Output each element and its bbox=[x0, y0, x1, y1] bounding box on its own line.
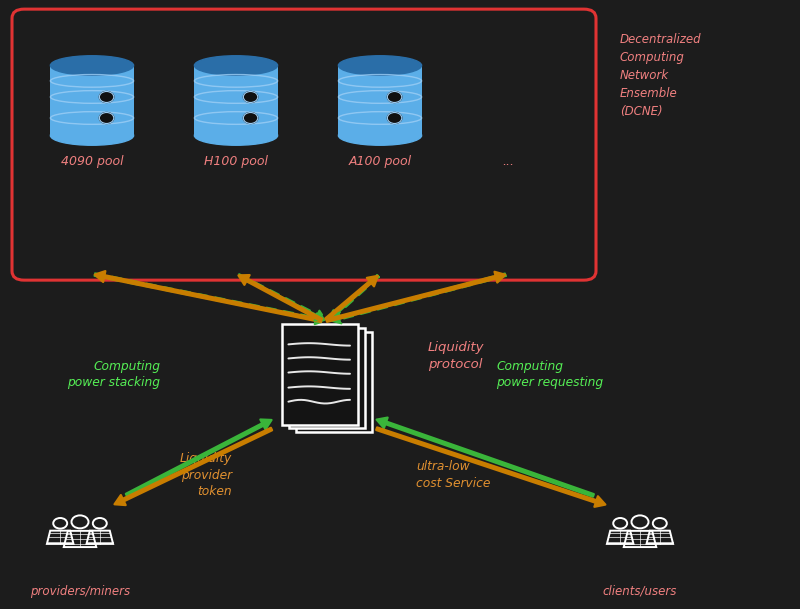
Circle shape bbox=[99, 91, 114, 102]
Text: clients/users: clients/users bbox=[603, 585, 677, 597]
FancyArrowPatch shape bbox=[94, 273, 326, 324]
Text: A100 pool: A100 pool bbox=[349, 155, 411, 168]
FancyArrowPatch shape bbox=[330, 273, 506, 323]
Text: Computing
power requesting: Computing power requesting bbox=[496, 360, 603, 389]
Text: providers/miners: providers/miners bbox=[30, 585, 130, 597]
FancyArrowPatch shape bbox=[330, 275, 379, 319]
Text: Liquidity
protocol: Liquidity protocol bbox=[428, 341, 485, 371]
Text: ...: ... bbox=[502, 155, 514, 168]
FancyArrowPatch shape bbox=[376, 428, 606, 507]
Circle shape bbox=[387, 91, 402, 102]
Ellipse shape bbox=[338, 55, 422, 76]
FancyArrowPatch shape bbox=[377, 418, 594, 497]
FancyArrowPatch shape bbox=[326, 276, 378, 320]
Ellipse shape bbox=[338, 126, 422, 145]
Bar bbox=[194, 65, 278, 136]
Bar bbox=[290, 328, 366, 429]
FancyArrowPatch shape bbox=[114, 428, 272, 505]
FancyArrowPatch shape bbox=[94, 271, 322, 322]
Text: Computing
power stacking: Computing power stacking bbox=[67, 360, 160, 389]
FancyArrowPatch shape bbox=[238, 275, 322, 321]
Circle shape bbox=[99, 113, 114, 124]
Ellipse shape bbox=[194, 55, 278, 76]
Text: Decentralized
Computing
Network
Ensemble
(DCNE): Decentralized Computing Network Ensemble… bbox=[620, 33, 702, 119]
Text: H100 pool: H100 pool bbox=[204, 155, 268, 168]
Text: Liquidity
provider
token: Liquidity provider token bbox=[180, 452, 232, 498]
Circle shape bbox=[387, 113, 402, 124]
Circle shape bbox=[243, 91, 258, 102]
Text: ultra-low
cost Service: ultra-low cost Service bbox=[416, 460, 490, 490]
FancyArrowPatch shape bbox=[326, 272, 506, 322]
Ellipse shape bbox=[194, 126, 278, 145]
Ellipse shape bbox=[50, 55, 134, 76]
Bar bbox=[50, 65, 134, 136]
FancyArrowPatch shape bbox=[238, 274, 326, 320]
Circle shape bbox=[243, 113, 258, 124]
Bar bbox=[282, 324, 358, 425]
Bar bbox=[297, 331, 372, 432]
FancyArrowPatch shape bbox=[126, 420, 271, 496]
Ellipse shape bbox=[50, 126, 134, 145]
Bar bbox=[338, 65, 422, 136]
Text: 4090 pool: 4090 pool bbox=[61, 155, 123, 168]
